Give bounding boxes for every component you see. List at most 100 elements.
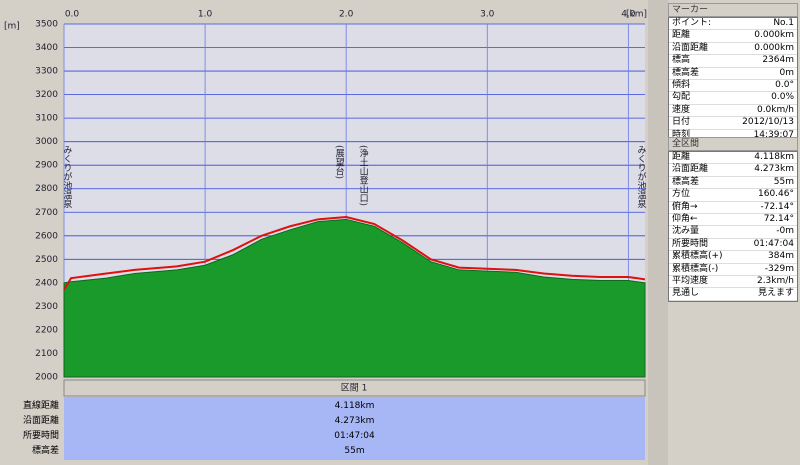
info-label: 勾配 <box>672 92 691 103</box>
y-tick-label: 2700 <box>35 208 58 218</box>
info-label: 平均速度 <box>672 275 709 286</box>
info-row: 累積標高(-) -329m <box>669 264 797 276</box>
info-row: 俯角→ -72.14° <box>669 202 797 214</box>
info-row: 方位 160.46° <box>669 189 797 202</box>
row-value: 01:47:04 <box>334 431 375 441</box>
annotation: (浄土山登山口) <box>358 145 369 206</box>
y-tick-label: 2600 <box>35 231 58 241</box>
info-value: 0.000km <box>754 42 794 53</box>
x-tick-label: 4.0 <box>621 10 636 20</box>
info-label: 俯角→ <box>672 201 698 212</box>
chart: [m] [km] 区間 1 2000 2100 2200 2300 2400 2500 26… <box>4 0 668 465</box>
y-tick-label: 2300 <box>35 302 58 312</box>
marker-title: マーカー <box>668 3 798 17</box>
terrain-area <box>63 218 646 378</box>
info-value: 0.0° <box>775 79 794 90</box>
row-label: 直線距離 <box>22 401 59 411</box>
x-tick-label: 1.0 <box>198 10 213 20</box>
info-label: 累積標高(+) <box>672 251 723 262</box>
y-tick-label: 3400 <box>35 43 58 53</box>
section-row: 直線距離 4.118km <box>23 399 645 413</box>
info-value: 0.0km/h <box>756 104 794 115</box>
info-label: 標高差 <box>672 67 700 78</box>
info-value: -329m <box>764 263 794 274</box>
row-label: 所要時間 <box>22 431 59 441</box>
info-row: 日付 2012/10/13 <box>669 117 797 130</box>
strip <box>648 0 668 465</box>
info-row: 仰角← 72.14° <box>669 213 797 227</box>
info-value: 0.0% <box>771 92 794 103</box>
section-panel: 直線距離 4.118km 沿面距離 4.273km 所要時間 01:47:04 標高差 55m <box>23 397 645 460</box>
total-table: 距離 4.118km 沿面距離 4.273km 標高差 55m 方位 160.46° 俯角→ -7… <box>668 151 798 302</box>
info-row: 距離 4.118km <box>669 152 797 165</box>
total-title: 全区間 <box>668 137 798 151</box>
annotation: みくりが池温泉 <box>636 145 647 208</box>
annotation: みくりが池温泉 <box>61 145 72 208</box>
total-panel: 全区間 距離 4.118km 沿面距離 4.273km 標高差 55m 方位 160.46° 俯角… <box>668 137 798 302</box>
info-label: 沿面距離 <box>672 164 709 175</box>
info-label: 方位 <box>672 189 691 200</box>
info-row: 傾斜 0.0° <box>669 79 797 93</box>
y-tick-label: 2400 <box>35 278 58 288</box>
info-value: 0.000km <box>754 30 794 41</box>
x-tick-label: 0.0 <box>65 10 80 20</box>
info-label: 傾斜 <box>672 79 691 90</box>
info-row: 沈み量 -0m <box>669 226 797 239</box>
info-value: -0m <box>776 226 794 237</box>
section-title: 区間 1 <box>341 383 368 394</box>
info-value: 4.273km <box>754 164 794 175</box>
y-tick-label: 3500 <box>35 20 58 30</box>
info-row: 勾配 0.0% <box>669 92 797 105</box>
y-tick-label: 3300 <box>35 67 58 77</box>
info-row: 所要時間 01:47:04 <box>669 238 797 252</box>
info-label: 沈み量 <box>672 226 700 237</box>
info-label: 標高差 <box>672 176 700 187</box>
info-value: 14:39:07 <box>753 129 794 140</box>
info-row: 標高差 0m <box>669 68 797 80</box>
info-label: 累積標高(-) <box>672 263 719 274</box>
info-row: 累積標高(+) 384m <box>669 251 797 264</box>
info-value: 2.3km/h <box>756 275 794 286</box>
info-label: 時刻 <box>672 129 691 140</box>
marker-table: ポイント: No.1 距離 0.000km 沿面距離 0.000km 標高 2364m 標高差 0… <box>668 17 798 143</box>
marker-panel: マーカー ポイント: No.1 距離 0.000km 沿面距離 0.000km 標高 2364m… <box>668 3 798 143</box>
info-label: 標高 <box>672 55 691 66</box>
section-row: 所要時間 01:47:04 <box>23 429 645 443</box>
info-value: 384m <box>768 251 794 262</box>
info-value: 01:47:04 <box>753 238 794 249</box>
info-value: 55m <box>773 176 794 187</box>
info-label: 距離 <box>672 152 691 162</box>
info-label: 所要時間 <box>672 238 709 249</box>
y-tick-label: 2900 <box>35 161 58 171</box>
info-row: 標高 2364m <box>669 55 797 68</box>
section-row: 沿面距離 4.273km <box>23 414 645 428</box>
info-label: 速度 <box>672 104 691 115</box>
x-tick-label: 3.0 <box>480 10 495 20</box>
y-tick-label: 3000 <box>35 137 58 147</box>
row-label: 標高差 <box>31 446 59 456</box>
x-tick-label: 2.0 <box>339 10 354 20</box>
info-row: ポイント: No.1 <box>669 18 797 31</box>
y-tick-label: 2800 <box>35 184 58 194</box>
x-label: [km] <box>626 10 647 20</box>
info-row: 標高差 55m <box>669 176 797 190</box>
y-tick-label: 2000 <box>35 373 58 383</box>
y-tick-label: 3100 <box>35 114 58 124</box>
row-label: 沿面距離 <box>22 416 59 426</box>
row-value: 4.118km <box>334 401 375 411</box>
info-value: 見えます <box>757 288 794 299</box>
info-label: 日付 <box>672 117 691 128</box>
info-value: No.1 <box>773 18 794 28</box>
info-label: 仰角← <box>672 213 698 224</box>
annotation: (展望台) <box>334 145 345 179</box>
row-value: 55m <box>344 446 365 456</box>
info-row: 見通し 見えます <box>669 288 797 301</box>
y-tick-label: 3200 <box>35 90 58 100</box>
info-value: 2364m <box>762 55 794 66</box>
info-label: 距離 <box>672 30 691 41</box>
section-bar[interactable] <box>63 379 646 397</box>
info-label: ポイント: <box>672 18 712 28</box>
info-row: 平均速度 2.3km/h <box>669 275 797 289</box>
info-row: 沿面距離 0.000km <box>669 42 797 56</box>
y-label: [m] <box>4 22 20 32</box>
